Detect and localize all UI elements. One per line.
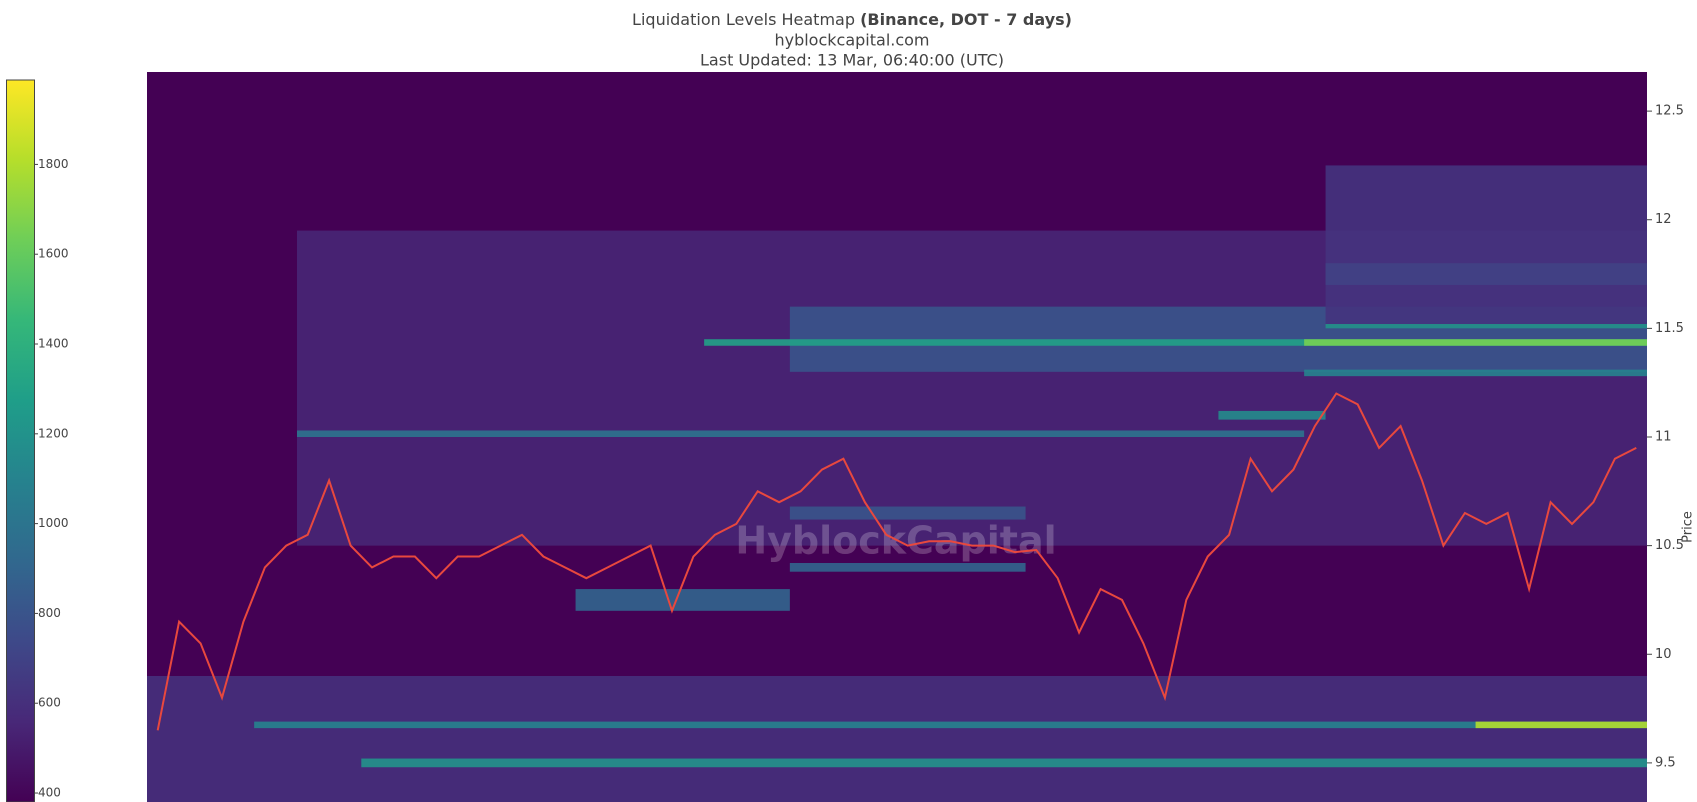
- y-tick-label: 11: [1655, 430, 1672, 445]
- heat-cell: [1218, 410, 1326, 420]
- heat-cell: [575, 589, 790, 611]
- heat-cell: [254, 721, 1648, 729]
- heat-cell: [1325, 263, 1647, 285]
- heat-cell: [147, 675, 1647, 802]
- heat-cell: [1304, 369, 1647, 377]
- heat-cell: [1475, 721, 1647, 729]
- heat-cell: [1325, 324, 1647, 329]
- colorbar-tick-label: 1400: [38, 337, 69, 351]
- y-tick-label: 12.5: [1655, 104, 1684, 119]
- title-bold: (Binance, DOT - 7 days): [860, 10, 1072, 29]
- heat-cell: [789, 563, 1026, 572]
- y-tick-label: 11.5: [1655, 321, 1684, 336]
- chart-title: Liquidation Levels Heatmap (Binance, DOT…: [632, 10, 1072, 29]
- colorbar-tick-label: 1000: [38, 516, 69, 530]
- last-updated: Last Updated: 13 Mar, 06:40:00 (UTC): [700, 51, 1004, 70]
- price-line: [156, 392, 1637, 731]
- colorbar: [6, 79, 35, 802]
- heat-cell: [1304, 339, 1647, 346]
- heat-cell: [297, 430, 1305, 437]
- y-tick-label: 9.5: [1655, 755, 1676, 770]
- y-tick-label: 10: [1655, 647, 1672, 662]
- y-tick-label: 10.5: [1655, 538, 1684, 553]
- heat-cell: [789, 506, 1026, 520]
- subtitle: hyblockcapital.com: [774, 31, 929, 50]
- colorbar-tick-label: 600: [38, 696, 61, 710]
- y-axis-label: Price: [1681, 511, 1696, 543]
- colorbar-tick-label: 800: [38, 606, 61, 620]
- colorbar-tick-label: 400: [38, 786, 61, 800]
- colorbar-tick-label: 1800: [38, 157, 69, 171]
- y-tick-label: 12: [1655, 212, 1672, 227]
- heat-cell: [704, 339, 1647, 346]
- heat-cell: [1325, 165, 1647, 329]
- colorbar-tick-label: 1200: [38, 426, 69, 440]
- heat-cell: [361, 758, 1648, 768]
- colorbar-tick-label: 1600: [38, 247, 69, 261]
- title-main: Liquidation Levels Heatmap: [632, 10, 855, 29]
